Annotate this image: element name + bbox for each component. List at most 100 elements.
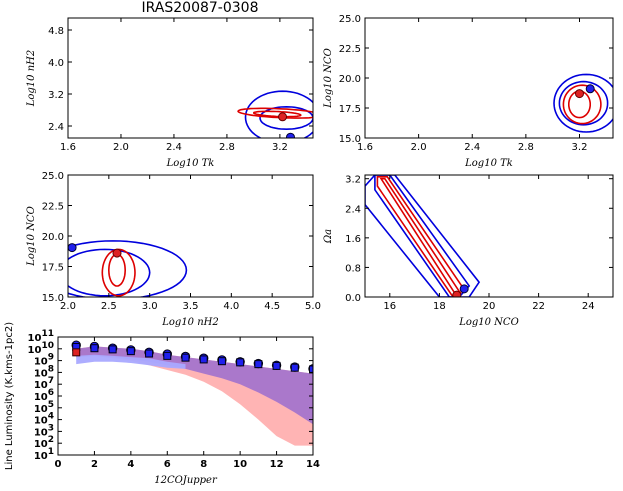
red-contour bbox=[376, 176, 466, 297]
axes-frame bbox=[67, 174, 314, 298]
x-axis-label: 12COJupper bbox=[154, 475, 218, 486]
y-tick-exponent: 11 bbox=[41, 329, 54, 339]
model-square-point bbox=[145, 349, 154, 358]
y-tick-label: 25.0 bbox=[42, 171, 64, 182]
observed-red-square bbox=[72, 348, 81, 357]
x-axis-label: Log10 Tk bbox=[464, 158, 513, 169]
x-axis-label: Log10 NCO bbox=[458, 317, 519, 328]
y-tick-label: 20.0 bbox=[42, 232, 64, 243]
x-tick-label: 8 bbox=[200, 459, 207, 470]
model-square-point bbox=[272, 361, 281, 370]
y-tick-label: 3.2 bbox=[345, 175, 361, 186]
y-tick-label: 4.0 bbox=[48, 58, 64, 69]
y-tick-label: 22.5 bbox=[42, 202, 64, 213]
y-axis-label: Log10 NCO bbox=[26, 206, 37, 267]
model-square-point bbox=[217, 357, 226, 366]
x-axis-label: Log10 Tk bbox=[166, 158, 215, 169]
best-fit-red-point bbox=[278, 112, 288, 122]
blue-contour bbox=[259, 105, 313, 131]
y-tick-label: 15.0 bbox=[339, 134, 361, 145]
model-square-point bbox=[126, 347, 135, 356]
x-tick-label: 2 bbox=[91, 459, 98, 470]
model-square-point bbox=[181, 353, 190, 362]
model-square-point bbox=[163, 351, 172, 360]
y-tick-label: 1.6 bbox=[345, 234, 361, 245]
y-tick-label: 4.8 bbox=[48, 26, 64, 37]
best-fit-blue-point bbox=[585, 84, 595, 94]
blue-contour bbox=[553, 73, 613, 133]
y-tick-label: 3.2 bbox=[48, 90, 64, 101]
y-tick-label: 0.0 bbox=[345, 293, 361, 304]
best-fit-blue-point bbox=[459, 284, 469, 294]
model-square-point bbox=[236, 358, 245, 367]
y-axis-label: Ωa bbox=[323, 229, 334, 244]
blue-contour bbox=[558, 80, 609, 126]
figure-title: IRAS20087-0308 bbox=[142, 0, 259, 16]
x-tick-label: 24 bbox=[582, 301, 595, 312]
model-square-point bbox=[199, 355, 208, 364]
model-square-point bbox=[108, 345, 117, 354]
red-contour bbox=[237, 107, 313, 119]
best-fit-blue-point bbox=[68, 243, 77, 253]
red-contour bbox=[379, 177, 462, 297]
axes-frame bbox=[57, 336, 314, 456]
model-square-point bbox=[254, 360, 263, 369]
y-tick-label: 15.0 bbox=[42, 293, 64, 304]
x-tick-label: 4.0 bbox=[223, 301, 239, 312]
y-tick-exponent: 7 bbox=[48, 376, 54, 386]
plot-area-p4 bbox=[365, 175, 481, 297]
model-square-point bbox=[90, 344, 99, 353]
y-tick-exponent: 8 bbox=[48, 364, 54, 374]
x-tick-label: 2.0 bbox=[113, 142, 129, 153]
y-tick-exponent: 3 bbox=[48, 423, 54, 433]
blue-contour bbox=[68, 248, 151, 297]
y-axis-label: Line Luminosity (K.kms-1pc2) bbox=[4, 322, 15, 470]
x-tick-label: 3.2 bbox=[272, 142, 288, 153]
y-axis-label: Log10 nH2 bbox=[26, 50, 37, 108]
blue-contour bbox=[365, 175, 481, 297]
x-tick-label: 1.6 bbox=[60, 142, 76, 153]
best-fit-blue-point bbox=[285, 132, 295, 138]
x-tick-label: 2.0 bbox=[60, 301, 76, 312]
x-tick-label: 1.6 bbox=[357, 142, 373, 153]
y-tick-exponent: 1 bbox=[48, 447, 54, 457]
x-tick-label: 0 bbox=[55, 459, 62, 470]
x-tick-label: 3.2 bbox=[572, 142, 588, 153]
plot-area-p2 bbox=[553, 73, 613, 133]
x-tick-label: 22 bbox=[532, 301, 545, 312]
y-tick-label: 20.0 bbox=[339, 74, 361, 85]
y-tick-label: 2.4 bbox=[345, 204, 361, 215]
blue-band bbox=[76, 354, 186, 369]
x-tick-label: 14 bbox=[306, 459, 320, 470]
x-tick-label: 12 bbox=[270, 459, 284, 470]
red-contour bbox=[253, 110, 302, 118]
y-tick-exponent: 6 bbox=[48, 388, 54, 398]
blue-contour bbox=[244, 90, 313, 138]
y-tick-exponent: 2 bbox=[48, 435, 54, 445]
x-tick-label: 4 bbox=[127, 459, 134, 470]
y-tick-exponent: 10 bbox=[41, 341, 54, 351]
red-contour bbox=[107, 253, 127, 287]
x-tick-label: 2.5 bbox=[101, 301, 117, 312]
x-axis-label: Log10 nH2 bbox=[161, 317, 219, 328]
best-fit-red-point bbox=[574, 89, 584, 99]
panel-p2: 1.6 2.0 2.4 2.8 3.2 15.0 17.5 20.0 22.5 25.0 Log10… bbox=[323, 14, 614, 169]
x-tick-label: 2.0 bbox=[411, 142, 427, 153]
plot-area-p1 bbox=[237, 90, 313, 138]
best-fit-red-point bbox=[452, 290, 462, 297]
y-tick-label: 17.5 bbox=[339, 104, 361, 115]
x-tick-label: 10 bbox=[233, 459, 247, 470]
model-square-point bbox=[290, 363, 299, 372]
panel-p5: 0 2 4 6 8 10 12 1410110210310410510610710810910… bbox=[4, 322, 320, 486]
panel-p1: 1.6 2.0 2.4 2.8 3.2 2.4 3.2 4.0 4.8 Log10 Tk Log10… bbox=[26, 17, 314, 169]
x-tick-label: 16 bbox=[383, 301, 396, 312]
x-tick-label: 4.5 bbox=[264, 301, 280, 312]
panel-p4: 16 18 20 22 24 0.0 0.8 1.6 2.4 3.2 Log10 NCO Ωa bbox=[323, 174, 614, 328]
best-fit-red-point bbox=[112, 248, 122, 258]
y-tick-exponent: 4 bbox=[48, 412, 54, 422]
panel-p3: 2.0 2.5 3.0 3.5 4.0 4.5 5.0 15.0 17.5 20.0 22.5 25.… bbox=[26, 171, 321, 328]
x-tick-label: 6 bbox=[164, 459, 171, 470]
axes-frame bbox=[364, 17, 614, 139]
x-tick-label: 2.4 bbox=[464, 142, 480, 153]
